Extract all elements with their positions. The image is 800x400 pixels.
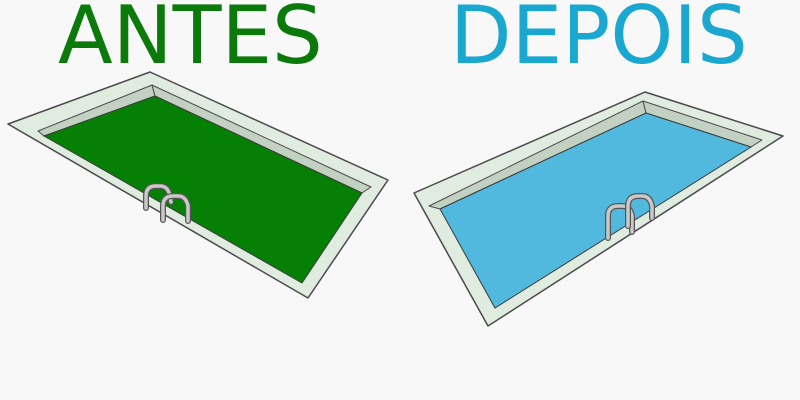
after-pool-ladder: [605, 193, 655, 241]
before-pool-ladder: [143, 183, 191, 224]
before-label: ANTES: [58, 0, 323, 82]
before-pool-water: [42, 95, 363, 284]
after-pool-water: [439, 112, 753, 309]
after-label: DEPOIS: [450, 0, 748, 82]
